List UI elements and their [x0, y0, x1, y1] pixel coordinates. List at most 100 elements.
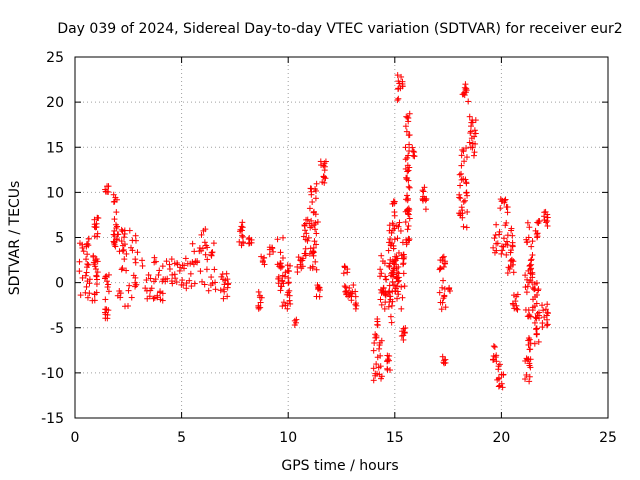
- data-point: [510, 258, 517, 265]
- data-point: [525, 307, 532, 314]
- data-point: [458, 170, 465, 177]
- data-point: [422, 206, 429, 213]
- data-point: [200, 227, 207, 234]
- data-point: [404, 192, 411, 199]
- data-point: [84, 261, 91, 268]
- data-point: [544, 217, 551, 224]
- data-point: [500, 371, 507, 378]
- data-point: [343, 287, 350, 294]
- data-point: [436, 289, 443, 296]
- data-point: [543, 316, 550, 323]
- data-point: [279, 234, 286, 241]
- data-point: [211, 266, 218, 273]
- data-point: [340, 270, 347, 277]
- data-point: [284, 267, 291, 274]
- data-point: [113, 235, 120, 242]
- data-point: [376, 345, 383, 352]
- data-point: [352, 293, 359, 300]
- data-point: [133, 281, 140, 288]
- data-point: [301, 221, 308, 228]
- data-point: [400, 251, 407, 258]
- data-point: [113, 209, 120, 216]
- data-point: [522, 376, 529, 383]
- data-point: [397, 227, 404, 234]
- data-point: [526, 346, 533, 353]
- data-point: [513, 305, 520, 312]
- data-point: [403, 236, 410, 243]
- data-point: [129, 247, 136, 254]
- x-tick-label: 10: [279, 430, 297, 446]
- data-point: [529, 252, 536, 259]
- data-point: [394, 72, 401, 79]
- data-point: [503, 204, 510, 211]
- data-point: [405, 222, 412, 229]
- data-point: [85, 261, 92, 268]
- data-point: [490, 244, 497, 251]
- data-point: [505, 264, 512, 271]
- data-point: [94, 233, 101, 240]
- data-point: [218, 273, 225, 280]
- data-point: [93, 273, 100, 280]
- data-point: [169, 280, 176, 287]
- data-point: [405, 167, 412, 174]
- data-point: [461, 158, 468, 165]
- data-point: [529, 269, 536, 276]
- data-point: [188, 283, 195, 290]
- data-point: [132, 256, 139, 263]
- data-point: [86, 276, 93, 283]
- data-point: [497, 205, 504, 212]
- data-point: [93, 220, 100, 227]
- data-point: [155, 271, 162, 278]
- data-point: [508, 225, 515, 232]
- y-tick-label: 20: [46, 95, 64, 111]
- data-point: [105, 281, 112, 288]
- data-point: [395, 263, 402, 270]
- data-point: [543, 322, 550, 329]
- data-point: [341, 263, 348, 270]
- data-point: [461, 197, 468, 204]
- data-point: [248, 236, 255, 243]
- data-point: [281, 273, 288, 280]
- data-point: [404, 114, 411, 121]
- data-point: [297, 257, 304, 264]
- data-point: [168, 256, 175, 263]
- data-point: [387, 296, 394, 303]
- data-point: [390, 260, 397, 267]
- data-point: [90, 252, 97, 259]
- y-tick-label: -10: [41, 366, 64, 382]
- data-point: [277, 264, 284, 271]
- data-point: [544, 321, 551, 328]
- data-point: [526, 336, 533, 343]
- data-point: [322, 158, 329, 165]
- data-point: [439, 353, 446, 360]
- data-point: [77, 292, 84, 299]
- data-point: [377, 273, 384, 280]
- data-point: [320, 162, 327, 169]
- data-point: [531, 340, 538, 347]
- data-point: [374, 318, 381, 325]
- data-point: [458, 152, 465, 159]
- data-point: [390, 273, 397, 280]
- data-point: [221, 281, 228, 288]
- data-point: [398, 305, 405, 312]
- data-point: [510, 269, 517, 276]
- data-point: [111, 198, 118, 205]
- data-point: [162, 276, 169, 283]
- data-point: [222, 277, 229, 284]
- data-point: [371, 339, 378, 346]
- x-axis-label: GPS time / hours: [281, 458, 398, 474]
- data-point: [238, 242, 245, 249]
- data-point: [462, 81, 469, 88]
- data-point: [385, 247, 392, 254]
- data-point: [83, 283, 90, 290]
- data-point: [536, 218, 543, 225]
- data-point: [238, 227, 245, 234]
- data-point: [258, 253, 265, 260]
- data-point: [102, 311, 109, 318]
- data-point: [491, 344, 498, 351]
- data-point: [525, 337, 532, 344]
- data-point: [377, 286, 384, 293]
- data-point: [85, 242, 92, 249]
- data-point: [84, 251, 91, 258]
- data-point: [217, 287, 224, 294]
